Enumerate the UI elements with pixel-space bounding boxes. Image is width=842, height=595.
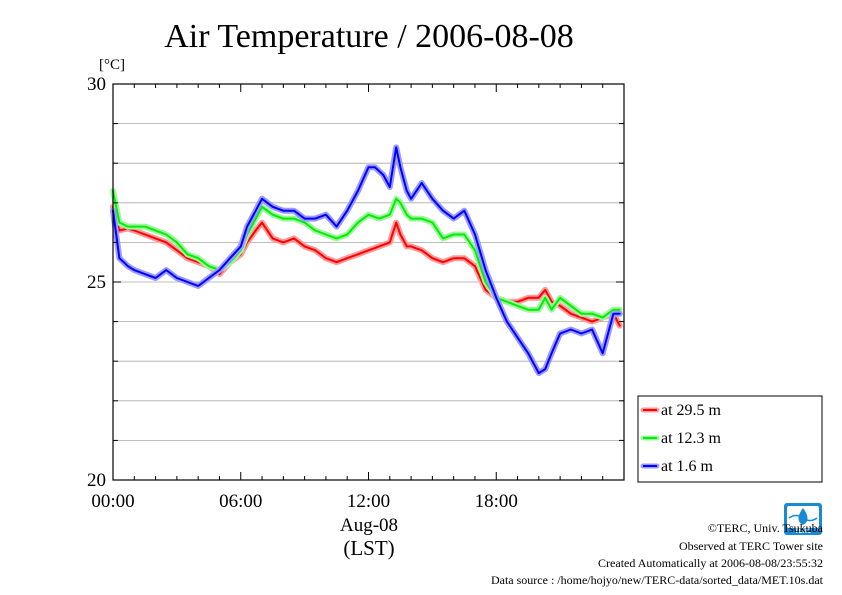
- legend-label: at 12.3 m: [661, 430, 722, 447]
- legend: at 29.5 m at 12.3 m at 1.6 m: [640, 402, 722, 475]
- y-tick-label: 20: [87, 470, 106, 491]
- y-tick-label: 25: [87, 272, 106, 293]
- series-line-at-29-5-m: [112, 205, 621, 327]
- grid: [113, 123, 624, 441]
- x-tick-label: 18:00: [475, 491, 518, 512]
- chart-title: Air Temperature / 2006-08-08: [164, 18, 574, 55]
- x-tick-label: 06:00: [219, 491, 262, 512]
- legend-label: at 29.5 m: [661, 402, 722, 419]
- x-tick-label: 00:00: [91, 491, 134, 512]
- site-text: Observed at TERC Tower site: [679, 539, 823, 553]
- copyright-text: ©TERC, Univ. Tsukuba: [708, 521, 824, 535]
- legend-label: at 1.6 m: [661, 458, 714, 475]
- series-glow-at-29-5-m: [110, 203, 623, 329]
- created-text: Created Automatically at 2006-08-08/23:5…: [598, 556, 823, 570]
- series-line-at-1-6-m: [112, 146, 621, 375]
- series-layer: [110, 144, 623, 377]
- data-source-text: Data source : /home/hojyo/new/TERC-data/…: [491, 573, 824, 587]
- x-axis-date-label: Aug-08: [340, 515, 398, 536]
- terc-logo-icon: TERC: [784, 503, 822, 535]
- y-axis-unit: [°C]: [99, 57, 125, 73]
- y-tick-label: 30: [87, 74, 106, 95]
- legend-box: [637, 395, 823, 483]
- series-line-at-12-3-m: [112, 189, 621, 319]
- x-axis-timezone-label: (LST): [343, 536, 394, 560]
- logo-text: TERC: [795, 529, 812, 535]
- ticks: 20 25 30 00:00 06:00 12:00 18:00: [87, 74, 625, 512]
- x-tick-label: 12:00: [347, 491, 390, 512]
